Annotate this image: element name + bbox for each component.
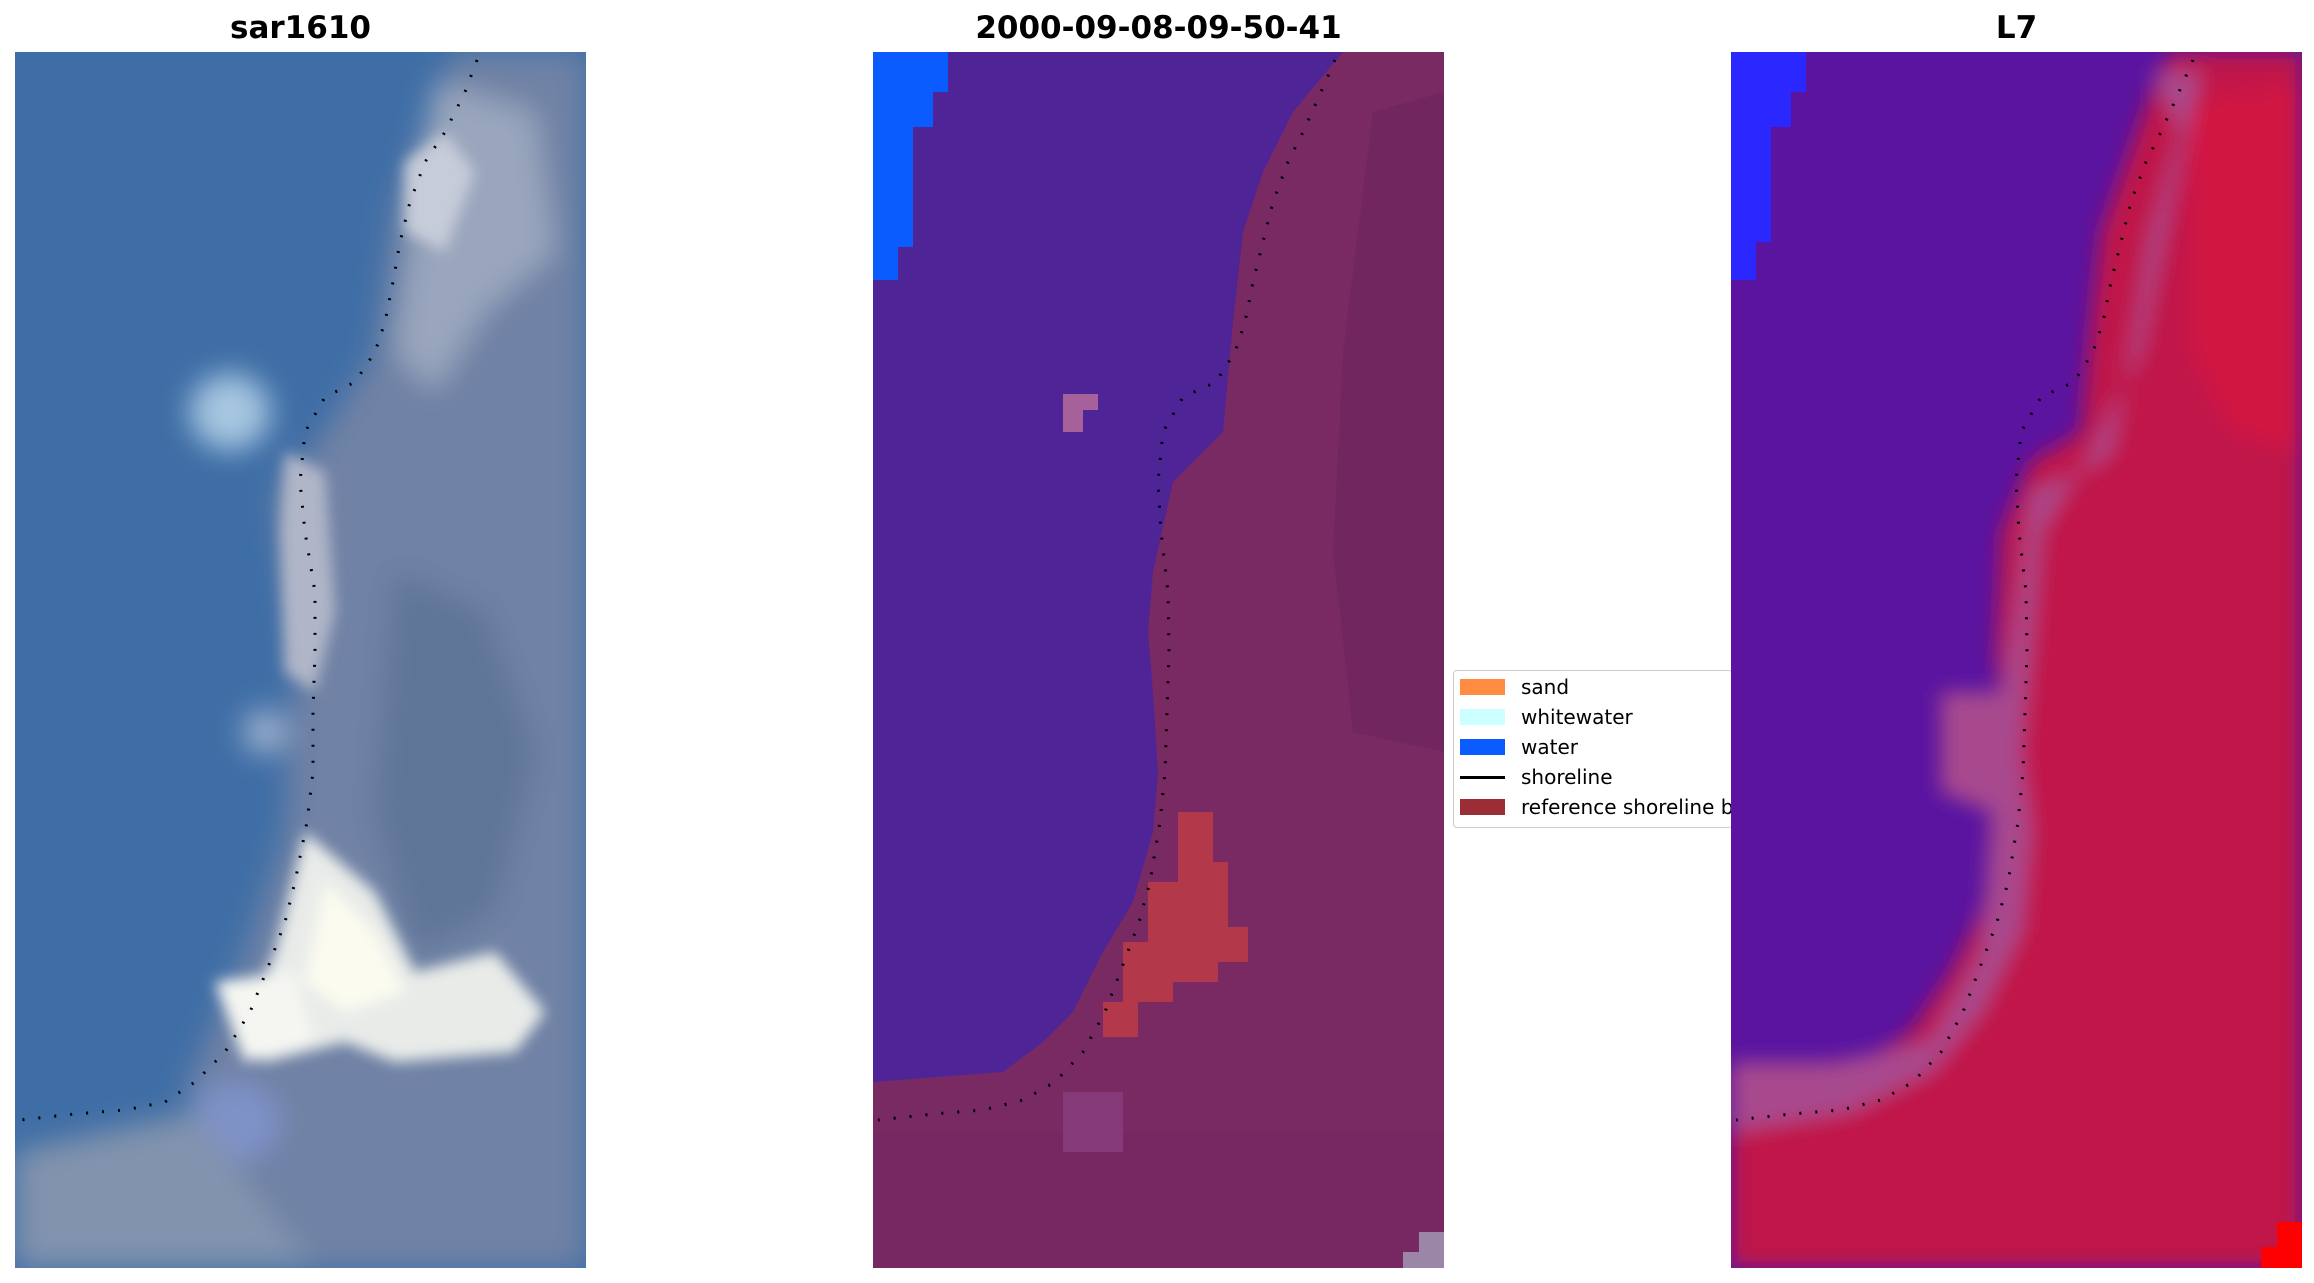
rgb-image-panel: sar1610 <box>15 0 586 1283</box>
legend-item-sand: sand <box>1460 675 1570 699</box>
legend-label-water: water <box>1521 735 1578 759</box>
legend-item-shoreline: shoreline <box>1460 765 1613 789</box>
legend-label-shoreline: shoreline <box>1521 765 1613 789</box>
rgb-satellite-image <box>15 52 586 1268</box>
panel-title-rgb: sar1610 <box>230 10 371 46</box>
legend-swatch-reference-shoreline <box>1460 799 1505 815</box>
legend: sand whitewater water shoreline referenc… <box>1453 670 1780 828</box>
classified-image <box>873 52 1444 1268</box>
legend-swatch-sand <box>1460 679 1505 695</box>
index-image <box>1731 52 2302 1268</box>
legend-label-whitewater: whitewater <box>1521 705 1633 729</box>
legend-item-water: water <box>1460 735 1578 759</box>
legend-label-sand: sand <box>1521 675 1570 699</box>
index-image-panel: L7 <box>1731 0 2302 1283</box>
legend-swatch-whitewater <box>1460 709 1505 725</box>
legend-swatch-water <box>1460 739 1505 755</box>
panel-title-index: L7 <box>1995 10 2038 46</box>
classified-image-panel: 2000-09-08-09-50-41 <box>873 0 1444 1283</box>
panel-title-classified: 2000-09-08-09-50-41 <box>975 10 1342 46</box>
legend-item-whitewater: whitewater <box>1460 705 1633 729</box>
legend-swatch-shoreline <box>1460 775 1505 779</box>
